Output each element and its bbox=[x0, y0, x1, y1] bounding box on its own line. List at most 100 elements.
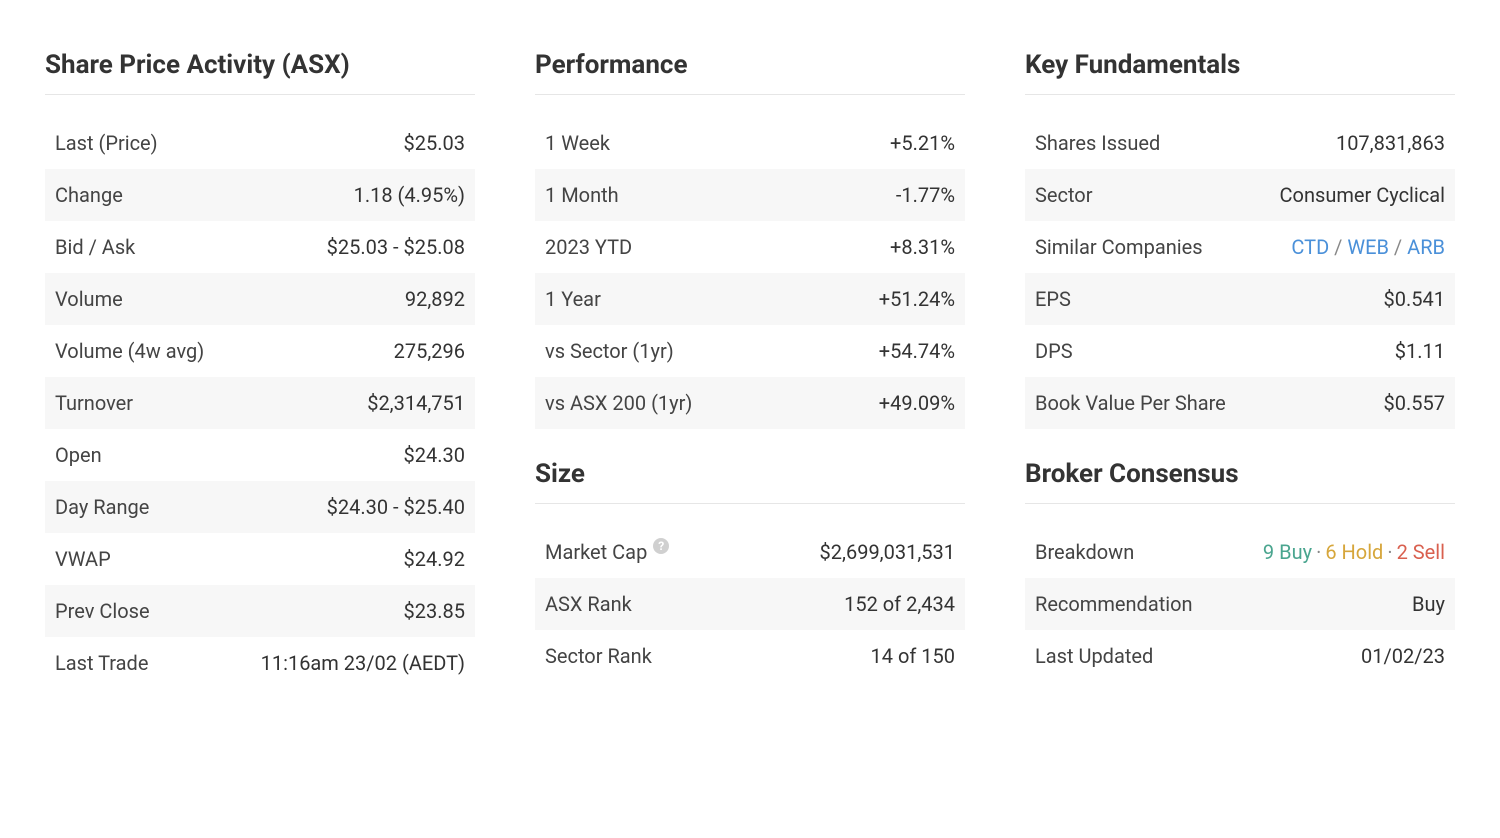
breakdown-hold: 6 Hold bbox=[1325, 540, 1383, 564]
breakdown-buy: 9 Buy bbox=[1263, 540, 1312, 564]
table-row: 1 Year+51.24% bbox=[535, 273, 965, 325]
row-value: +54.74% bbox=[879, 339, 955, 363]
row-label: Prev Close bbox=[55, 599, 150, 623]
breakdown-value: 9 Buy·6 Hold·2 Sell bbox=[1263, 540, 1445, 564]
similar-company-link[interactable]: ARB bbox=[1407, 235, 1445, 259]
row-value: 152 of 2,434 bbox=[844, 592, 955, 616]
table-row: vs ASX 200 (1yr) +49.09% bbox=[535, 377, 965, 429]
table-row: DPS $1.11 bbox=[1025, 325, 1455, 377]
row-value: 92,892 bbox=[405, 287, 465, 311]
row-value: $2,314,751 bbox=[367, 391, 465, 415]
table-row: VWAP$24.92 bbox=[45, 533, 475, 585]
recommendation-value: Buy bbox=[1412, 592, 1445, 616]
row-label: Volume (4w avg) bbox=[55, 339, 204, 363]
row-label: Volume bbox=[55, 287, 123, 311]
row-value: $1.11 bbox=[1395, 339, 1445, 363]
row-label: DPS bbox=[1035, 339, 1073, 363]
similar-company-link[interactable]: CTD bbox=[1291, 235, 1329, 259]
table-row: 1 Month -1.77% bbox=[535, 169, 965, 221]
row-label: vs Sector (1yr) bbox=[545, 339, 674, 363]
section-broker: Broker Consensus Breakdown 9 Buy·6 Hold·… bbox=[1025, 459, 1455, 682]
row-value: 1.18 (4.95%) bbox=[354, 183, 465, 207]
col-performance-size: Performance 1 Week +5.21% 1 Month -1.77% 202… bbox=[535, 50, 965, 689]
dot-sep: · bbox=[1312, 540, 1325, 564]
row-label: Sector bbox=[1035, 183, 1092, 207]
row-label: vs ASX 200 (1yr) bbox=[545, 391, 692, 415]
table-row: 2023 YTD +8.31% bbox=[535, 221, 965, 273]
size-rows: Market Cap? $2,699,031,531 ASX Rank 152 of … bbox=[535, 526, 965, 682]
table-row: Last Trade 11:16am 23/02 (AEDT) bbox=[45, 637, 475, 689]
performance-rows: 1 Week +5.21% 1 Month -1.77% 2023 YTD +8.31% 1… bbox=[535, 117, 965, 429]
row-label: Change bbox=[55, 183, 123, 207]
slash-sep: / bbox=[1389, 235, 1407, 259]
table-row: Volume (4w avg) 275,296 bbox=[45, 325, 475, 377]
table-row: Turnover $2,314,751 bbox=[45, 377, 475, 429]
row-value: $25.03 - $25.08 bbox=[327, 235, 465, 259]
row-label: Last Trade bbox=[55, 651, 148, 675]
row-value: $23.85 bbox=[404, 599, 465, 623]
table-row: Sector Rank 14 of 150 bbox=[535, 630, 965, 682]
row-value: +8.31% bbox=[890, 235, 955, 259]
section-fundamentals: Key Fundamentals Shares Issued107,831,86… bbox=[1025, 50, 1455, 429]
section-performance: Performance 1 Week +5.21% 1 Month -1.77% 202… bbox=[535, 50, 965, 429]
table-row: Shares Issued107,831,863 bbox=[1025, 117, 1455, 169]
recommendation-label: Recommendation bbox=[1035, 592, 1193, 616]
share-price-rows: Last (Price)$25.03 Change 1.18 (4.95%) Bid … bbox=[45, 117, 475, 689]
row-label: Last (Price) bbox=[55, 131, 158, 155]
row-label: Book Value Per Share bbox=[1035, 391, 1226, 415]
row-label: Day Range bbox=[55, 495, 149, 519]
fundamentals-title: Key Fundamentals bbox=[1025, 50, 1455, 95]
table-row: EPS $0.541 bbox=[1025, 273, 1455, 325]
table-row: Last Updated 01/02/23 bbox=[1025, 630, 1455, 682]
col-share-price: Share Price Activity (ASX) Last (Price)$… bbox=[45, 50, 475, 689]
table-row: Recommendation Buy bbox=[1025, 578, 1455, 630]
table-row: Breakdown 9 Buy·6 Hold·2 Sell bbox=[1025, 526, 1455, 578]
row-value: +5.21% bbox=[890, 131, 955, 155]
slash-sep: / bbox=[1329, 235, 1347, 259]
performance-title: Performance bbox=[535, 50, 965, 95]
row-value: $24.92 bbox=[404, 547, 465, 571]
table-row: Prev Close $23.85 bbox=[45, 585, 475, 637]
row-label: 1 Month bbox=[545, 183, 619, 207]
stock-info-grid: Share Price Activity (ASX) Last (Price)$… bbox=[45, 50, 1455, 689]
row-value: $0.557 bbox=[1384, 391, 1445, 415]
col-fundamentals-broker: Key Fundamentals Shares Issued107,831,86… bbox=[1025, 50, 1455, 689]
broker-rows: Breakdown 9 Buy·6 Hold·2 Sell Recommenda… bbox=[1025, 526, 1455, 682]
updated-value[interactable]: 01/02/23 bbox=[1361, 644, 1445, 668]
size-title: Size bbox=[535, 459, 965, 504]
table-row: Similar Companies CTD / WEB / ARB bbox=[1025, 221, 1455, 273]
table-row: ASX Rank 152 of 2,434 bbox=[535, 578, 965, 630]
row-value: 14 of 150 bbox=[871, 644, 955, 668]
table-row: 1 Week +5.21% bbox=[535, 117, 965, 169]
row-label: Turnover bbox=[55, 391, 133, 415]
table-row: Book Value Per Share $0.557 bbox=[1025, 377, 1455, 429]
row-label: Similar Companies bbox=[1035, 235, 1203, 259]
row-value: +49.09% bbox=[879, 391, 955, 415]
row-label: 2023 YTD bbox=[545, 235, 632, 259]
broker-title: Broker Consensus bbox=[1025, 459, 1455, 504]
share-price-title: Share Price Activity (ASX) bbox=[45, 50, 475, 95]
help-icon[interactable]: ? bbox=[653, 538, 669, 554]
row-label: Open bbox=[55, 443, 102, 467]
row-value: $2,699,031,531 bbox=[820, 540, 955, 564]
row-label: Market Cap? bbox=[545, 540, 669, 564]
row-value: -1.77% bbox=[896, 183, 955, 207]
row-label: Sector Rank bbox=[545, 644, 652, 668]
row-label: ASX Rank bbox=[545, 592, 632, 616]
updated-label: Last Updated bbox=[1035, 644, 1153, 668]
table-row: Volume 92,892 bbox=[45, 273, 475, 325]
row-value: $0.541 bbox=[1384, 287, 1445, 311]
row-value: 275,296 bbox=[394, 339, 465, 363]
table-row: Bid / Ask $25.03 - $25.08 bbox=[45, 221, 475, 273]
table-row: Last (Price)$25.03 bbox=[45, 117, 475, 169]
row-value: $24.30 - $25.40 bbox=[327, 495, 465, 519]
row-label: 1 Week bbox=[545, 131, 610, 155]
dot-sep: · bbox=[1383, 540, 1396, 564]
row-label: EPS bbox=[1035, 287, 1071, 311]
fundamentals-rows: Shares Issued107,831,863SectorConsumer C… bbox=[1025, 117, 1455, 429]
table-row: Open$24.30 bbox=[45, 429, 475, 481]
row-value: 11:16am 23/02 (AEDT) bbox=[261, 651, 465, 675]
row-label: 1 Year bbox=[545, 287, 601, 311]
row-label: Bid / Ask bbox=[55, 235, 135, 259]
similar-company-link[interactable]: WEB bbox=[1347, 235, 1389, 259]
